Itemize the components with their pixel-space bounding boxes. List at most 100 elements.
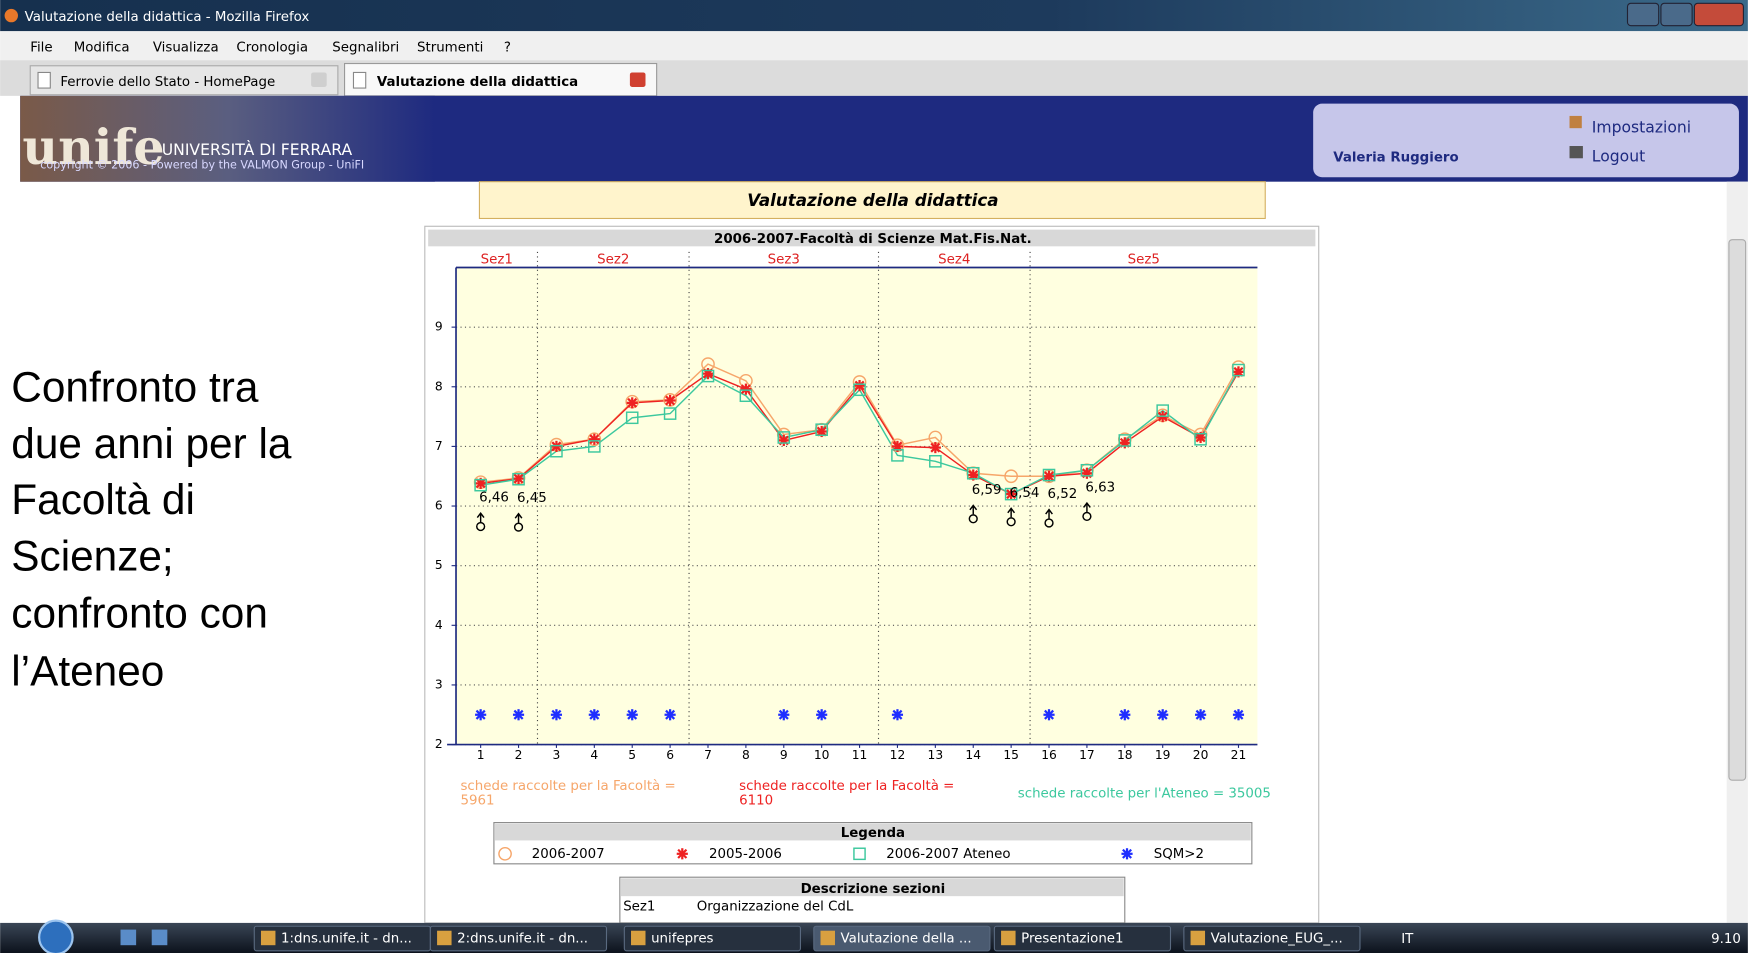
y-tick-label: 3 [435, 677, 443, 691]
flag-label: 6,63 [1085, 480, 1115, 495]
x-tick-label: 21 [1231, 748, 1247, 762]
legend-label: SQM>2 [1154, 847, 1204, 862]
marker-asterisk [665, 395, 676, 406]
y-tick-label: 5 [435, 558, 443, 572]
user-name: Valeria Ruggiero [1333, 151, 1458, 166]
taskbar-label[interactable]: Presentazione1 [1021, 932, 1123, 947]
note: schede raccolte per l'Ateneo = 35005 [1018, 787, 1271, 802]
marker-asterisk [677, 848, 688, 859]
menu-item[interactable]: Cronologia [236, 40, 308, 55]
screen: Valutazione della didattica - Mozilla Fi… [0, 0, 1748, 953]
menu-item[interactable]: Modifica [74, 40, 130, 55]
slide-text: l’Ateneo [11, 647, 164, 694]
slide-text: Facoltà di [11, 476, 195, 523]
quicklaunch-icon[interactable] [152, 930, 168, 946]
taskbar-icon [631, 931, 645, 945]
maximize-button[interactable] [1661, 3, 1692, 25]
note: 5961 [460, 793, 494, 808]
marker-asterisk [627, 709, 638, 720]
taskbar-icon [261, 931, 275, 945]
menu-item[interactable]: File [30, 40, 52, 55]
start-button[interactable] [39, 921, 72, 953]
close-button[interactable] [1694, 3, 1743, 25]
menu-item[interactable]: Segnalibri [332, 40, 399, 55]
menu-item[interactable]: Strumenti [417, 40, 483, 55]
taskbar-label[interactable]: Valutazione della ... [841, 932, 972, 947]
y-tick-label: 2 [435, 737, 443, 751]
flag-label: 6,52 [1048, 487, 1078, 502]
legend-label: 2006-2007 Ateneo [886, 847, 1010, 862]
taskbar-icon [1001, 931, 1015, 945]
taskbar-icon [820, 931, 834, 945]
menu-item[interactable]: Visualizza [153, 40, 219, 55]
section-label: Sez5 [1128, 253, 1160, 268]
window-title: Valutazione della didattica - Mozilla Fi… [25, 10, 310, 25]
marker-asterisk [778, 709, 789, 720]
x-tick-label: 20 [1193, 748, 1209, 762]
flag-label: 6,59 [972, 483, 1002, 498]
language-indicator[interactable]: IT [1401, 932, 1414, 947]
marker-asterisk [816, 709, 827, 720]
x-tick-label: 15 [1003, 748, 1019, 762]
x-tick-label: 2 [515, 748, 523, 762]
plot-area [456, 268, 1257, 745]
tab-close[interactable] [311, 72, 327, 86]
note: schede raccolte per la Facoltà = [460, 778, 675, 794]
x-tick-label: 12 [890, 748, 906, 762]
marker-asterisk [589, 709, 600, 720]
marker-asterisk [589, 434, 600, 445]
section-label: Sez4 [938, 253, 970, 268]
x-tick-label: 13 [928, 748, 944, 762]
tab-label[interactable]: Valutazione della didattica [377, 75, 578, 90]
logout-link[interactable]: Logout [1592, 148, 1645, 166]
slide-text: due anni per la [11, 420, 292, 467]
legend-label: 2005-2006 [709, 847, 782, 862]
slide-text: Scienze; [11, 533, 173, 580]
minimize-button[interactable] [1627, 3, 1658, 25]
section-label: Sez2 [597, 253, 629, 268]
quicklaunch-icon[interactable] [121, 930, 137, 946]
flag-label: 6,45 [517, 491, 547, 506]
scroll-thumb[interactable] [1729, 240, 1746, 781]
marker-asterisk [551, 709, 562, 720]
marker-asterisk [513, 473, 524, 484]
marker-asterisk [1119, 709, 1130, 720]
x-tick-label: 9 [780, 748, 788, 762]
y-tick-label: 8 [435, 379, 443, 393]
x-tick-label: 16 [1041, 748, 1057, 762]
settings-icon [1570, 116, 1582, 128]
taskbar-label[interactable]: unifepres [651, 932, 713, 947]
user-panel [1313, 104, 1739, 178]
marker-asterisk [1043, 709, 1054, 720]
settings-link[interactable]: Impostazioni [1592, 119, 1691, 137]
x-tick-label: 7 [704, 748, 712, 762]
description-title: Descrizione sezioni [801, 882, 946, 897]
tab-close[interactable] [630, 72, 646, 86]
marker-asterisk [1121, 848, 1132, 859]
marker-asterisk [740, 384, 751, 395]
marker-asterisk [665, 709, 676, 720]
taskbar-label[interactable]: 2:dns.unife.it - dn... [457, 932, 588, 947]
chart-title: 2006-2007-Facoltà di Scienze Mat.Fis.Nat… [714, 231, 1032, 247]
note: schede raccolte per la Facoltà = [739, 778, 954, 794]
marker-asterisk [930, 442, 941, 453]
taskbar-label[interactable]: Valutazione_EUG_... [1211, 932, 1343, 947]
marker-asterisk [1233, 709, 1244, 720]
legend-title: Legenda [841, 826, 905, 841]
flag-label: 6,54 [1010, 486, 1040, 501]
x-tick-label: 1 [477, 748, 485, 762]
marker-asterisk [854, 380, 865, 391]
firefox-icon [5, 9, 18, 22]
marker-asterisk [778, 435, 789, 446]
menu-item[interactable]: ? [504, 40, 511, 55]
y-tick-label: 7 [435, 439, 443, 453]
tab-label[interactable]: Ferrovie dello Stato - HomePage [60, 75, 275, 90]
marker-asterisk [551, 441, 562, 452]
slide-text: confronto con [11, 590, 268, 637]
taskbar-label[interactable]: 1:dns.unife.it - dn... [281, 932, 412, 947]
x-tick-label: 5 [628, 748, 636, 762]
x-tick-label: 3 [553, 748, 561, 762]
tab-icon [353, 72, 365, 88]
clock: 9.10 [1711, 932, 1741, 947]
flag-label: 6,46 [479, 491, 509, 506]
